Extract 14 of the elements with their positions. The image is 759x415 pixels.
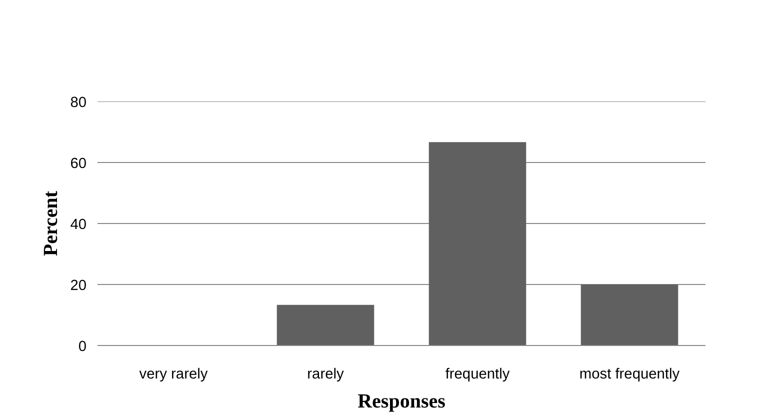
x-tick-label: frequently (445, 366, 510, 382)
y-tick-label: 20 (70, 278, 87, 294)
y-axis-title: Percent (40, 190, 62, 256)
y-tick-label: 0 (78, 339, 87, 355)
bar (276, 304, 374, 346)
x-tick-label: very rarely (139, 366, 208, 382)
bar (428, 142, 526, 346)
x-tick-label: rarely (307, 366, 344, 382)
y-tick-label: 60 (70, 156, 87, 172)
y-tick-label: 80 (70, 95, 87, 111)
x-tick-label: most frequently (579, 366, 680, 382)
y-tick-label: 40 (70, 217, 87, 233)
x-axis-title: Responses (358, 390, 446, 412)
bar (580, 284, 678, 346)
